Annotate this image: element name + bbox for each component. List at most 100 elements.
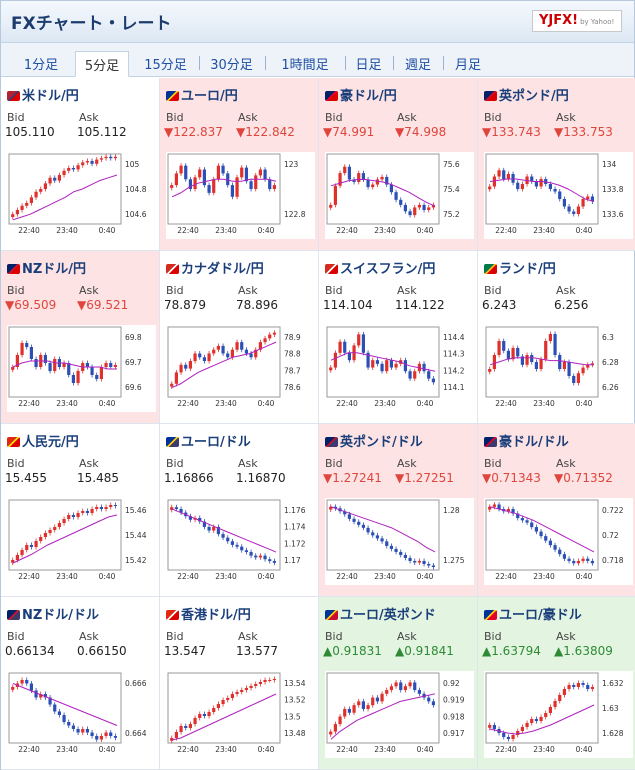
candle-body [11, 560, 15, 563]
candle-body [380, 363, 384, 372]
candle-body [385, 690, 389, 694]
rate-cell[interactable]: ランド/円 Bid Ask 6.243 6.256 6.3 6.28 6.26 22:40 23:… [478, 251, 635, 424]
candle-body [590, 560, 594, 564]
rate-cell[interactable]: ユーロ/英ポンド Bid Ask ▲0.91831 ▲0.91841 0.92 0.919 0… [319, 597, 478, 770]
candle-body [399, 551, 403, 555]
rate-cell[interactable]: ユーロ/豪ドル Bid Ask ▲1.63794 ▲1.63809 1.632 1.63 1.… [478, 597, 635, 770]
candle-body [408, 371, 412, 379]
tab-0[interactable]: 1分足 [23, 58, 59, 73]
plot-area [167, 672, 281, 744]
candle-body [188, 179, 192, 189]
candle-body [29, 683, 33, 691]
bid-value: ▼1.27241 [323, 471, 382, 485]
pair-name[interactable]: ランド/円 [484, 258, 556, 277]
candle-body [544, 179, 548, 184]
candle-body [90, 732, 94, 736]
rate-cell[interactable]: ユーロ/ドル Bid Ask 1.16866 1.16870 1.176 1.174 1.17… [160, 424, 319, 597]
pair-name[interactable]: NZドル/ドル [7, 604, 99, 623]
pair-name[interactable]: 豪ドル/円 [325, 85, 397, 104]
tab-5[interactable]: 日足 [355, 58, 382, 73]
rate-cell[interactable]: NZドル/ドル Bid Ask 0.66134 0.66150 0.666 0.664 22:… [1, 597, 160, 770]
pair-name[interactable]: ユーロ/ドル [166, 431, 251, 450]
candlestick-chart: 69.8 69.7 69.6 22:40 23:40 0:40 [7, 325, 156, 412]
candle-body [254, 349, 258, 358]
candle-body [268, 179, 272, 189]
ask-label: Ask [397, 630, 417, 643]
rate-cell[interactable]: カナダドル/円 Bid Ask 78.879 78.896 78.9 78.8 78.7 78.… [160, 251, 319, 424]
candle-body [25, 680, 29, 684]
tab-4[interactable]: 1時間足 [281, 58, 329, 73]
candle-body [174, 173, 178, 186]
y-tick-label: 78.7 [284, 366, 301, 375]
pair-name[interactable]: 英ポンド/円 [484, 85, 569, 104]
cn-jp-flag [7, 437, 20, 447]
rate-cell[interactable]: 豪ドル/円 Bid Ask ▼74.991 ▼74.998 75.6 75.4 75.2 22:… [319, 78, 478, 251]
pair-name[interactable]: ユーロ/円 [166, 85, 238, 104]
candle-body [104, 156, 108, 159]
tab-1[interactable]: 5分足 [75, 51, 129, 77]
candlestick-chart: 78.9 78.8 78.7 78.6 22:40 23:40 0:40 [166, 325, 315, 412]
pair-name[interactable]: 豪ドル/ドル [484, 431, 569, 450]
rate-cell[interactable]: 人民元/円 Bid Ask 15.455 15.485 15.46 15.44 15.42 22… [1, 424, 160, 597]
candle-body [193, 353, 197, 362]
moving-average-line [12, 174, 118, 221]
candle-body [530, 355, 534, 362]
pair-name[interactable]: スイスフラン/円 [325, 258, 435, 277]
pair-name[interactable]: カナダドル/円 [166, 258, 264, 277]
candle-body [272, 332, 276, 335]
candle-body [207, 185, 211, 193]
rate-cell[interactable]: 香港ドル/円 Bid Ask 13.547 13.577 13.54 13.52 13.5 13… [160, 597, 319, 770]
candle-body [76, 371, 80, 383]
y-tick-label: 75.4 [443, 185, 460, 194]
pair-name[interactable]: ユーロ/豪ドル [484, 604, 582, 623]
rate-cell[interactable]: 豪ドル/ドル Bid Ask ▼0.71343 ▼0.71352 0.722 0.72 0.7… [478, 424, 635, 597]
candle-body [90, 161, 94, 164]
plot-area [485, 672, 599, 744]
candle-body [534, 362, 538, 369]
rate-cell[interactable]: スイスフラン/円 Bid Ask 114.104 114.122 114.4 114.3 11… [319, 251, 478, 424]
candle-body [25, 343, 29, 347]
pair-name[interactable]: 英ポンド/ドル [325, 431, 423, 450]
rate-cell[interactable]: 英ポンド/ドル Bid Ask ▼1.27241 ▼1.27251 1.28 1.275 22… [319, 424, 478, 597]
tab-6[interactable]: 週足 [404, 58, 431, 73]
candle-body [422, 560, 426, 564]
candle-body [581, 367, 585, 374]
rate-cell[interactable]: 米ドル/円 Bid Ask 105.110 105.112 105 104.8 104.6 22… [1, 78, 160, 251]
y-tick-label: 13.52 [284, 696, 306, 705]
rate-cell[interactable]: ユーロ/円 Bid Ask ▼122.837 ▼122.842 123 122.8 22:40… [160, 78, 319, 251]
pair-name[interactable]: NZドル/円 [7, 258, 86, 277]
candle-body [95, 736, 99, 740]
pair-name[interactable]: 人民元/円 [7, 431, 79, 450]
candle-body [590, 687, 594, 689]
y-tick-label: 69.8 [125, 333, 142, 342]
pair-name[interactable]: 米ドル/円 [7, 85, 79, 104]
candle-body [572, 560, 576, 564]
candle-body [71, 375, 75, 383]
candle-body [226, 173, 230, 186]
candle-body [389, 545, 393, 549]
ask-value: 15.485 [77, 471, 119, 485]
tab-3[interactable]: 30分足 [210, 58, 253, 73]
y-tick-label: 13.54 [284, 679, 306, 688]
x-tick-label: 0:40 [576, 745, 593, 754]
pair-name[interactable]: 香港ドル/円 [166, 604, 251, 623]
rate-cell[interactable]: NZドル/円 Bid Ask ▼69.509 ▼69.521 69.8 69.7 69.6 22… [1, 251, 160, 424]
tab-7[interactable]: 月足 [454, 58, 481, 73]
tab-2[interactable]: 15分足 [144, 58, 187, 73]
yjfx-logo[interactable]: YJFX! by Yahoo! [532, 10, 622, 32]
candle-body [576, 206, 580, 214]
x-tick-label: 22:40 [495, 745, 517, 754]
candle-body [235, 342, 239, 350]
rate-cell[interactable]: 英ポンド/円 Bid Ask ▼133.743 ▼133.753 134 133.8 133.… [478, 78, 635, 251]
candle-body [174, 732, 178, 738]
pair-name[interactable]: ユーロ/英ポンド [325, 604, 436, 623]
candle-body [212, 526, 216, 531]
candle-body [581, 683, 585, 685]
candle-body [347, 352, 351, 361]
bid-label: Bid [325, 457, 343, 470]
candle-body [174, 372, 178, 384]
candle-body [179, 508, 183, 513]
moving-average-line [330, 506, 436, 553]
candle-body [567, 206, 571, 212]
y-tick-label: 133.8 [602, 185, 624, 194]
